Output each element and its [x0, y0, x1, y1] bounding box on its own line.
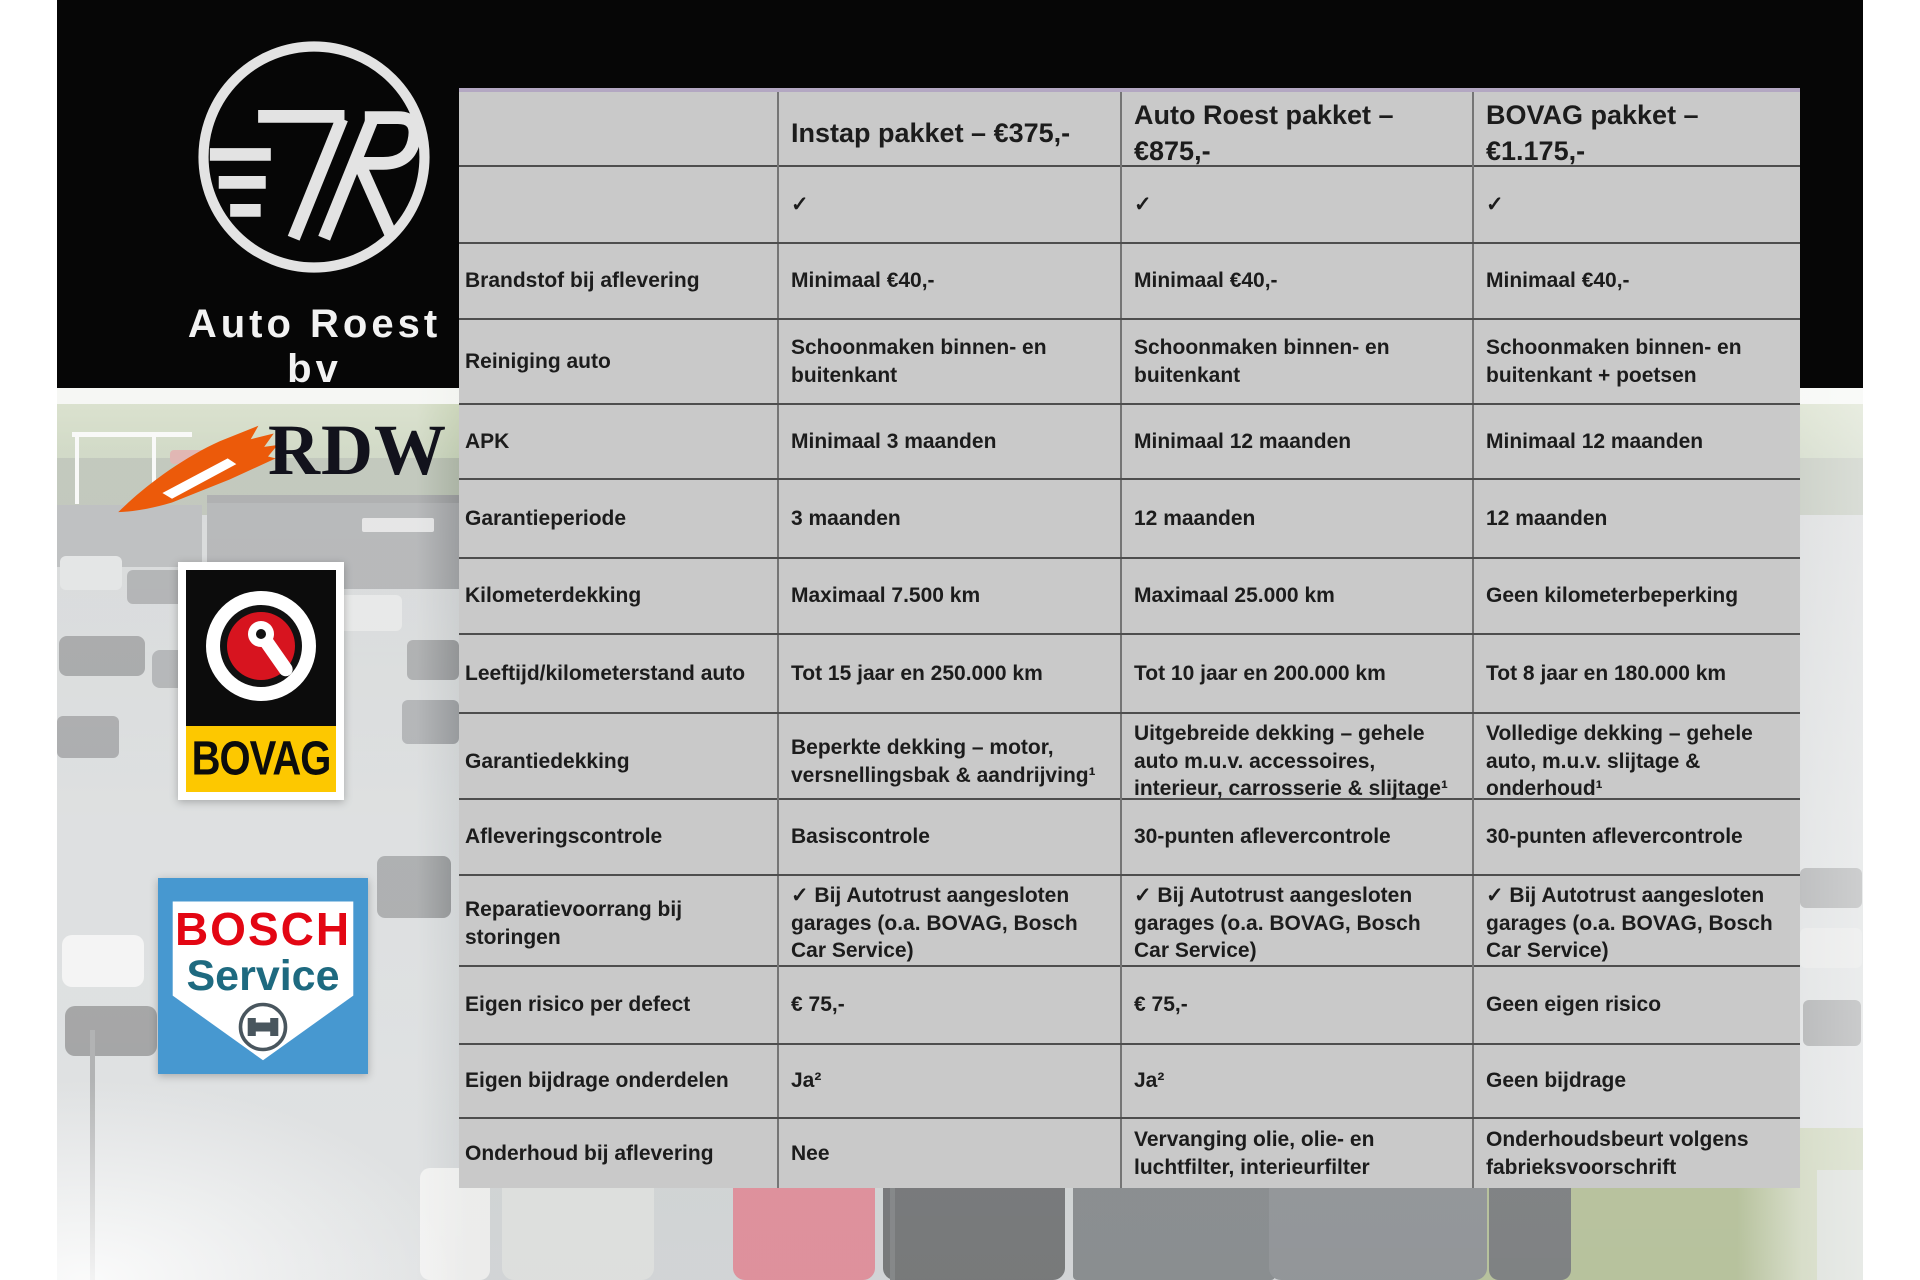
cell-auto-roest-pakket: € 75,-	[1120, 967, 1472, 1043]
row-label: Onderhoud bij aflevering	[465, 1141, 714, 1165]
cell-bovag-pakket: Tot 8 jaar en 180.000 km	[1472, 635, 1800, 712]
rdw-wordmark: RDW	[268, 410, 447, 490]
cell-instap-pakket: Tot 15 jaar en 250.000 km	[777, 635, 1120, 712]
row-label: APK	[465, 429, 510, 453]
cell-auto-roest-pakket: ✓	[1120, 167, 1472, 242]
cell-auto-roest-pakket: Ja²	[1120, 1045, 1472, 1117]
cell-auto-roest-pakket: Uitgebreide dekking – gehele auto m.u.v.…	[1120, 714, 1472, 810]
table-row: ✓ ✓ ✓	[459, 165, 1800, 242]
table-row: Onderhoud bij aflevering Nee Vervanging …	[459, 1117, 1800, 1188]
company-name: Auto Roest bv	[187, 302, 442, 391]
table-row: Garantiedekking Beperkte dekking – motor…	[459, 712, 1800, 810]
table-row: APK Minimaal 3 maanden Minimaal 12 maand…	[459, 403, 1800, 478]
column-header-auto-roest-pakket: Auto Roest pakket – €875,-	[1120, 92, 1472, 176]
table-row: Eigen risico per defect € 75,- € 75,- Ge…	[459, 965, 1800, 1043]
bosch-service-logo: BOSCH Service	[158, 878, 368, 1074]
cell-bovag-pakket: 12 maanden	[1472, 480, 1800, 557]
cell-auto-roest-pakket: Maximaal 25.000 km	[1120, 559, 1472, 633]
cell-auto-roest-pakket: 12 maanden	[1120, 480, 1472, 557]
cell-instap-pakket: Maximaal 7.500 km	[777, 559, 1120, 633]
cell-instap-pakket: Minimaal €40,-	[777, 244, 1120, 318]
row-label: Eigen risico per defect	[465, 993, 691, 1017]
cell-bovag-pakket: Schoonmaken binnen- en buitenkant + poet…	[1472, 320, 1800, 403]
bovag-wordmark: BOVAG	[191, 732, 332, 785]
cell-bovag-pakket: Geen bijdrage	[1472, 1045, 1800, 1117]
row-label: Reparatievoorrang bij storingen	[465, 897, 683, 949]
cell-bovag-pakket: Minimaal €40,-	[1472, 244, 1800, 318]
bovag-emblem-icon	[186, 570, 336, 726]
cell-auto-roest-pakket: 30-punten aflevercontrole	[1120, 800, 1472, 874]
cell-auto-roest-pakket: Schoonmaken binnen- en buitenkant	[1120, 320, 1472, 403]
cell-bovag-pakket: Geen kilometerbeperking	[1472, 559, 1800, 633]
cell-bovag-pakket: Onderhoudsbeurt volgens fabrieksvoorschr…	[1472, 1119, 1800, 1188]
table-header-row: Instap pakket – €375,- Auto Roest pakket…	[459, 92, 1800, 176]
auto-roest-logo-icon	[187, 30, 441, 284]
cell-instap-pakket: ✓	[777, 167, 1120, 242]
cell-instap-pakket: Nee	[777, 1119, 1120, 1188]
row-label	[459, 167, 777, 242]
row-label: Brandstof bij aflevering	[465, 269, 700, 293]
cell-instap-pakket: € 75,-	[777, 967, 1120, 1043]
table-row: Kilometerdekking Maximaal 7.500 km Maxim…	[459, 557, 1800, 633]
bosch-service-wordmark: Service	[186, 952, 340, 1000]
row-label: Afleveringscontrole	[465, 825, 663, 849]
bovag-logo: BOVAG	[178, 562, 344, 800]
row-label: Kilometerdekking	[465, 584, 642, 608]
cell-instap-pakket: Schoonmaken binnen- en buitenkant	[777, 320, 1120, 403]
table-row: Eigen bijdrage onderdelen Ja² Ja² Geen b…	[459, 1043, 1800, 1117]
row-label: Eigen bijdrage onderdelen	[465, 1069, 729, 1093]
cell-auto-roest-pakket: Minimaal €40,-	[1120, 244, 1472, 318]
table-row: Garantieperiode 3 maanden 12 maanden 12 …	[459, 478, 1800, 557]
cell-auto-roest-pakket: Vervanging olie, olie- en luchtfilter, i…	[1120, 1119, 1472, 1188]
table-row: Reiniging auto Schoonmaken binnen- en bu…	[459, 318, 1800, 403]
cell-instap-pakket: ✓ Bij Autotrust aangesloten garages (o.a…	[777, 876, 1120, 972]
table-body: ✓ ✓ ✓ Brandstof bij aflevering Minimaal …	[459, 165, 1800, 1188]
cell-instap-pakket: Basiscontrole	[777, 800, 1120, 874]
bovag-wordmark-band: BOVAG	[186, 726, 336, 792]
cell-bovag-pakket: Volledige dekking – gehele auto, m.u.v. …	[1472, 714, 1800, 810]
cell-instap-pakket: Beperkte dekking – motor, versnellingsba…	[777, 714, 1120, 810]
cell-auto-roest-pakket: Tot 10 jaar en 200.000 km	[1120, 635, 1472, 712]
table-row: Reparatievoorrang bij storingen ✓ Bij Au…	[459, 874, 1800, 972]
row-label: Reiniging auto	[465, 349, 611, 373]
cell-bovag-pakket: ✓	[1472, 167, 1800, 242]
bosch-wordmark: BOSCH	[174, 903, 352, 955]
table-row: Brandstof bij aflevering Minimaal €40,- …	[459, 242, 1800, 318]
row-label: Garantiedekking	[465, 749, 630, 773]
cell-bovag-pakket: 30-punten aflevercontrole	[1472, 800, 1800, 874]
row-label: Leeftijd/kilometerstand auto	[465, 661, 746, 685]
cell-instap-pakket: Ja²	[777, 1045, 1120, 1117]
cell-instap-pakket: Minimaal 3 maanden	[777, 405, 1120, 478]
cell-bovag-pakket: ✓ Bij Autotrust aangesloten garages (o.a…	[1472, 876, 1800, 972]
table-row: Leeftijd/kilometerstand auto Tot 15 jaar…	[459, 633, 1800, 712]
rdw-wing-icon	[112, 420, 280, 516]
row-label: Garantieperiode	[465, 506, 627, 530]
table-corner-cell	[459, 92, 777, 175]
table-row: Afleveringscontrole Basiscontrole 30-pun…	[459, 798, 1800, 874]
cell-instap-pakket: 3 maanden	[777, 480, 1120, 557]
cell-bovag-pakket: Minimaal 12 maanden	[1472, 405, 1800, 478]
cell-auto-roest-pakket: Minimaal 12 maanden	[1120, 405, 1472, 478]
column-header-instap-pakket: Instap pakket – €375,-	[777, 92, 1120, 176]
column-header-bovag-pakket: BOVAG pakket – €1.175,-	[1472, 92, 1800, 176]
rdw-logo: RDW	[112, 412, 446, 522]
cell-bovag-pakket: Geen eigen risico	[1472, 967, 1800, 1043]
bosch-armature-icon	[236, 1000, 290, 1054]
cell-auto-roest-pakket: ✓ Bij Autotrust aangesloten garages (o.a…	[1120, 876, 1472, 972]
package-comparison-table: Instap pakket – €375,- Auto Roest pakket…	[459, 88, 1800, 1188]
